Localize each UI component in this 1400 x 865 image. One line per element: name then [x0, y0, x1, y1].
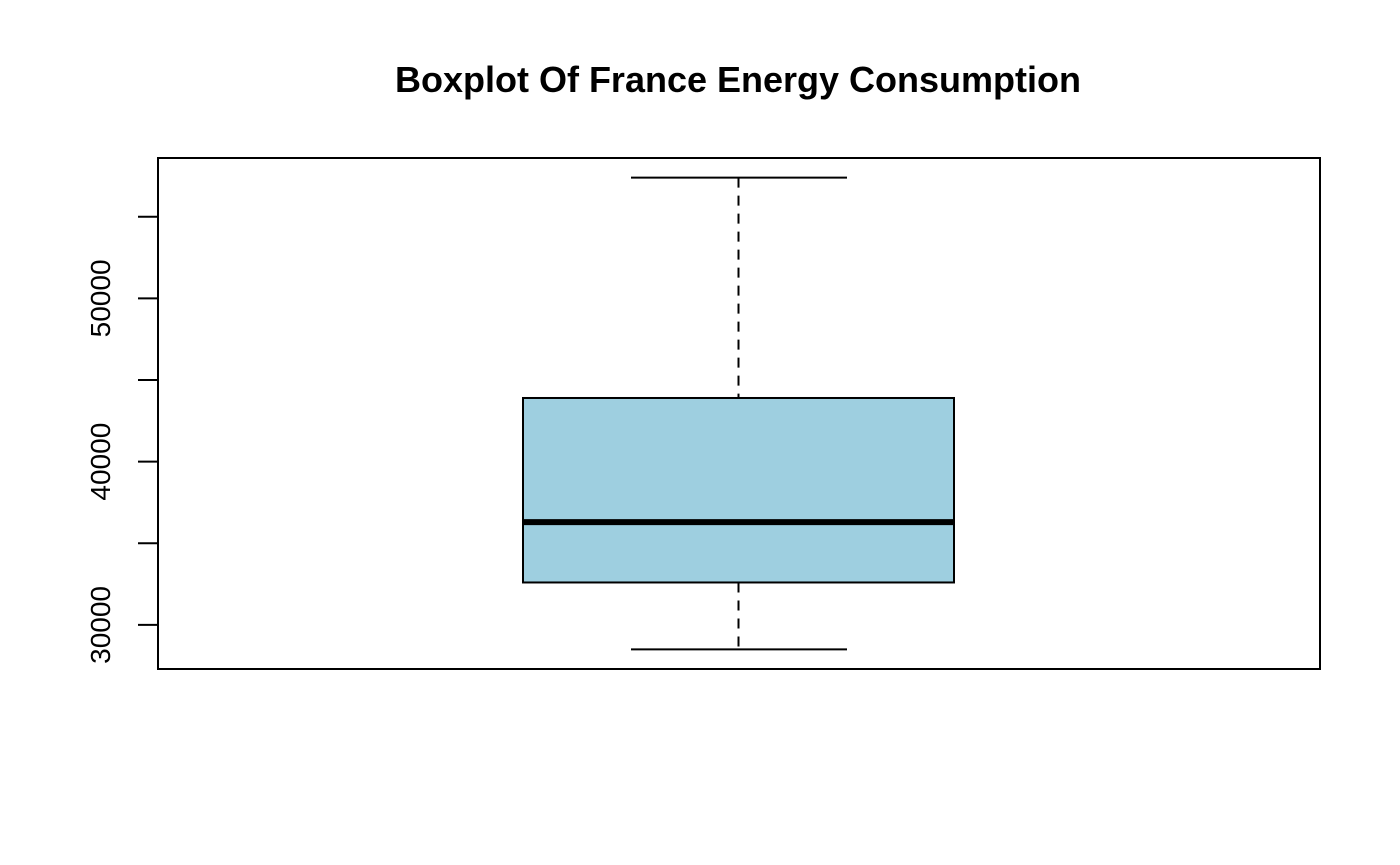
- y-tick-label: 50000: [85, 259, 116, 337]
- y-tick-label: 30000: [85, 586, 116, 664]
- iqr-box: [522, 396, 955, 584]
- box-group: [522, 176, 955, 651]
- y-axis: 30000 40000 50000: [85, 215, 159, 664]
- chart-title: Boxplot Of France Energy Consumption: [394, 59, 1082, 100]
- y-tick-label: 40000: [85, 423, 116, 501]
